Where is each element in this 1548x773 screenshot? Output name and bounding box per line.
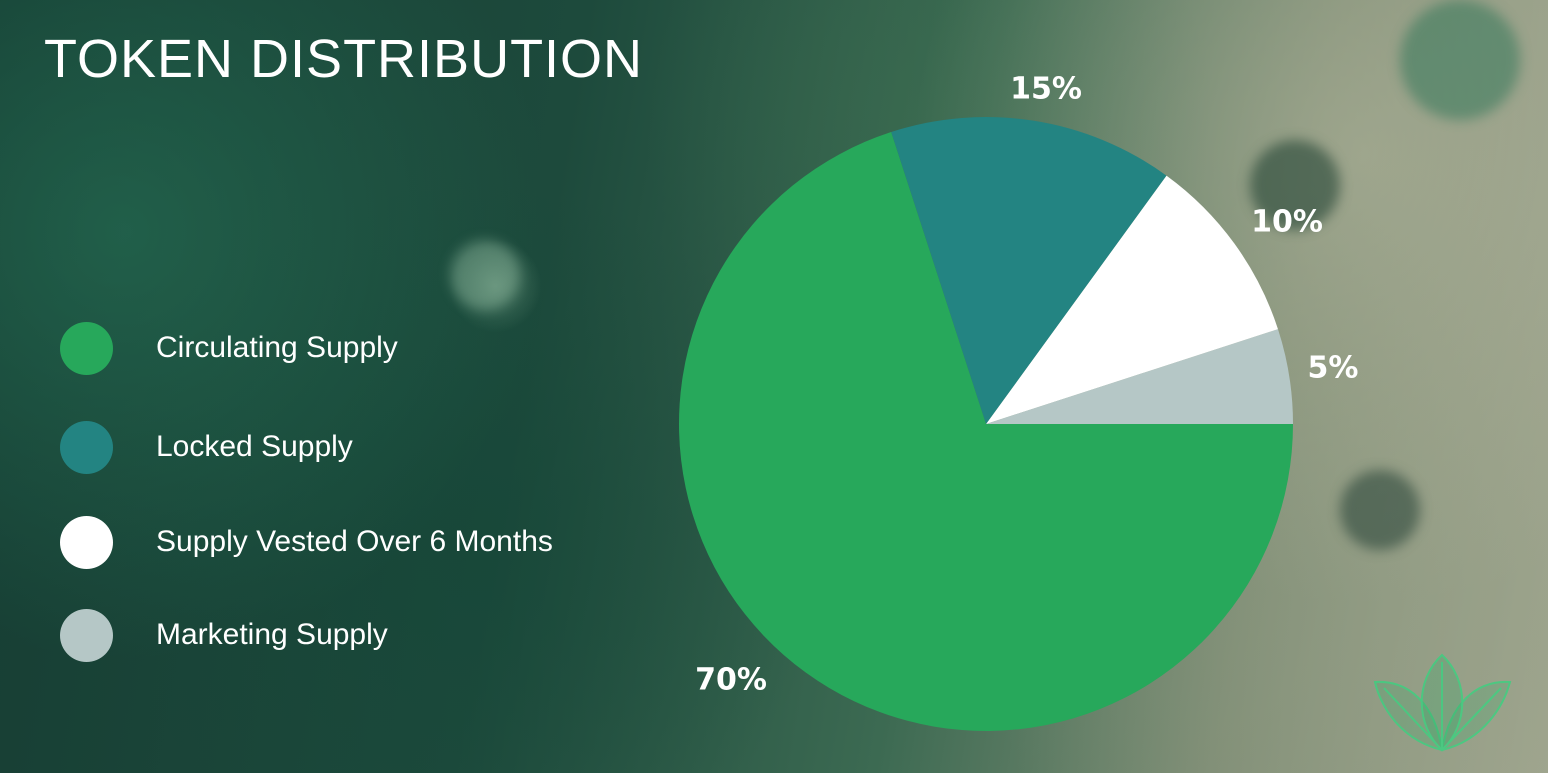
pie-slice-marketing-supply (986, 329, 1293, 424)
legend-swatch-marketing-supply (60, 608, 113, 662)
legend-label-locked-supply: Locked Supply (156, 430, 353, 463)
legend-label-marketing-supply: Marketing Supply (156, 618, 388, 651)
pie-slice-circulating-supply (678, 132, 1293, 732)
legend-swatch-circulating-supply (60, 321, 113, 375)
pie-data-label: 15% (1010, 72, 1082, 107)
legend-swatch-supply-vested (60, 515, 113, 569)
legend-swatch-locked-supply (60, 420, 113, 474)
legend-label-supply-vested: Supply Vested Over 6 Months (156, 525, 553, 558)
pie-labels: 70% 15% 10% 5% (695, 72, 1358, 698)
pie-slices (678, 116, 1293, 732)
legend-item-marketing-supply: Marketing Supply (60, 607, 660, 663)
background-bokeh (1340, 470, 1420, 550)
pie-slice-supply-vested-over-6-months (986, 175, 1278, 424)
pie-slice-locked-supply (891, 116, 1167, 424)
legend-item-supply-vested: Supply Vested Over 6 Months (60, 514, 660, 570)
background-bokeh (1400, 0, 1520, 120)
background-bokeh (1250, 140, 1340, 230)
legend-item-locked-supply: Locked Supply (60, 419, 660, 475)
legend-label-circulating-supply: Circulating Supply (156, 331, 398, 364)
leaf-logo-icon (1373, 653, 1512, 752)
pie-data-label: 10% (1251, 205, 1323, 240)
pie-data-label: 70% (695, 663, 767, 698)
background-bokeh (450, 240, 520, 310)
page-title: TOKEN DISTRIBUTION (44, 29, 644, 89)
legend-item-circulating-supply: Circulating Supply (60, 320, 660, 376)
pie-data-label: 5% (1308, 351, 1359, 386)
